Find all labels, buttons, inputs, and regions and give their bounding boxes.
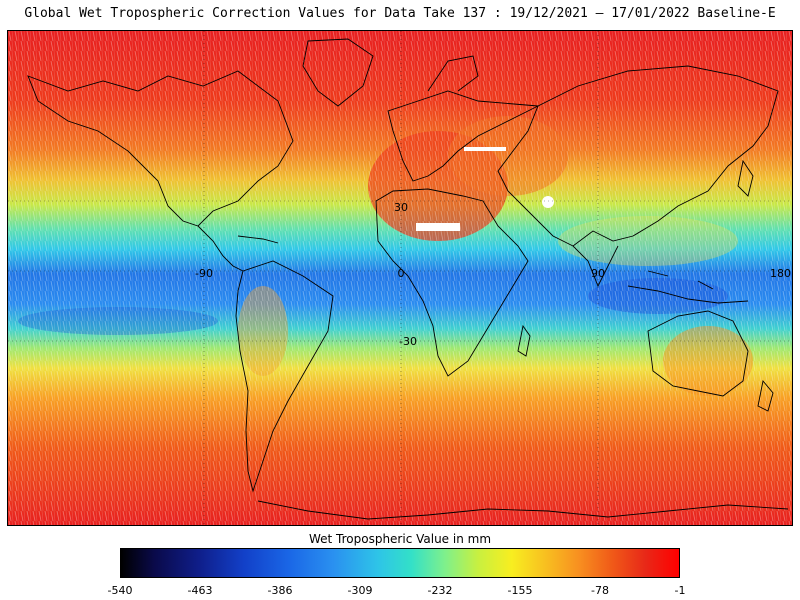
lat-label-s30: -30	[399, 335, 417, 348]
australia-coast	[647, 310, 749, 397]
map-panel: -90 0 90 180 30 -30	[7, 30, 793, 526]
no-data-patch	[464, 147, 506, 151]
central-america-coast	[197, 225, 244, 272]
colorbar-tick: -78	[591, 584, 609, 597]
colorbar-tick: -309	[347, 584, 373, 597]
europe-coast	[387, 90, 540, 182]
colorbar-tick: -540	[107, 584, 133, 597]
africa-coast	[375, 188, 529, 377]
indonesia-coast	[627, 270, 749, 304]
map-title: Global Wet Tropospheric Correction Value…	[24, 6, 776, 21]
new-zealand-coast	[757, 379, 774, 412]
lon-label-180: 180	[770, 267, 791, 280]
caribbean-islands-coast	[237, 235, 279, 244]
japan-coast	[737, 159, 754, 197]
south-america-coast	[235, 260, 334, 493]
no-data-patch	[416, 223, 460, 231]
asia-coast	[497, 65, 779, 247]
colorbar-tick: -463	[187, 584, 213, 597]
scandinavia-coast	[427, 55, 479, 92]
graticule	[8, 31, 792, 525]
coastlines	[27, 38, 789, 520]
antarctica-coast	[257, 500, 789, 520]
colorbar-tick: -232	[427, 584, 453, 597]
colorbar-title: Wet Tropospheric Value in mm	[308, 532, 492, 546]
madagascar-coast	[517, 324, 531, 357]
wet-troposphere-map: -90 0 90 180 30 -30	[8, 31, 792, 525]
india-coast	[572, 245, 619, 288]
no-data-patch	[542, 196, 554, 208]
lon-label-e90: 90	[591, 267, 605, 280]
colorbar-tick: -155	[507, 584, 533, 597]
lat-label-n30: 30	[394, 201, 408, 214]
colorbar-tick: -1	[674, 584, 686, 597]
greenland-coast	[302, 38, 374, 107]
north-america-coast	[27, 70, 294, 227]
colorbar-tick: -386	[267, 584, 293, 597]
colorbar	[120, 548, 680, 578]
lon-label-w90: -90	[195, 267, 213, 280]
lon-label-0: 0	[398, 267, 405, 280]
track-streaks	[8, 31, 792, 525]
